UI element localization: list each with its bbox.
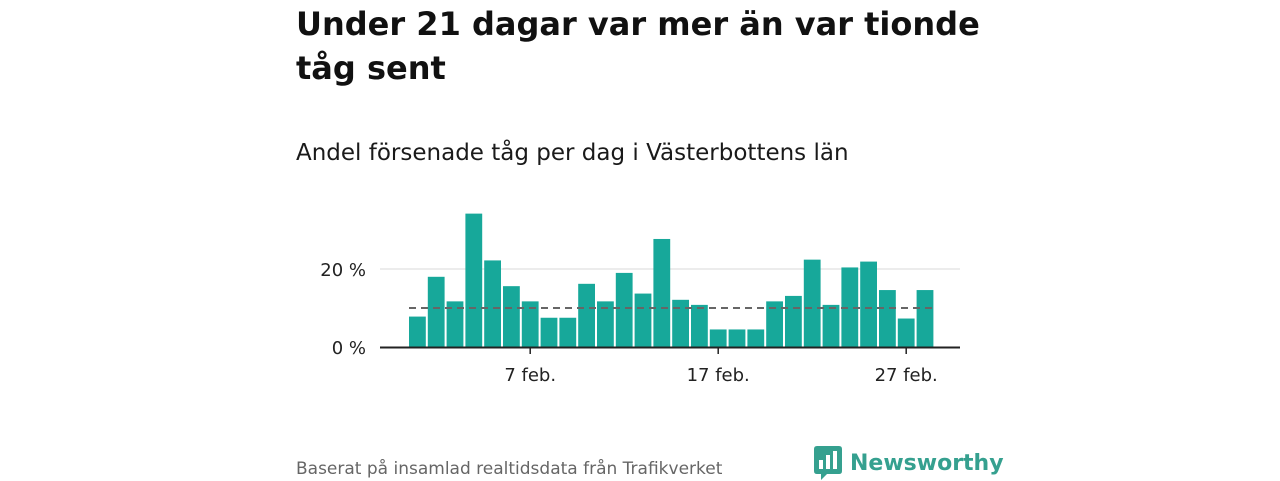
bar[interactable] [879, 290, 896, 347]
bar[interactable] [841, 267, 859, 347]
bar[interactable] [897, 318, 915, 347]
bar[interactable] [747, 329, 765, 347]
bar[interactable] [521, 301, 539, 347]
brand-name: Newsworthy [850, 450, 1004, 476]
y-tick-label: 20 % [320, 260, 366, 281]
bar[interactable] [540, 317, 558, 347]
bar[interactable] [691, 304, 708, 347]
bar[interactable] [465, 213, 483, 347]
bar[interactable] [409, 316, 426, 347]
bar[interactable] [653, 238, 671, 347]
bar[interactable] [634, 293, 652, 347]
chart-title: Under 21 dagar var mer än var tionde tåg… [296, 5, 980, 87]
bar[interactable] [766, 301, 783, 347]
x-tick-label: 7 feb. [504, 365, 556, 386]
bar[interactable] [578, 283, 595, 347]
bars [409, 213, 934, 347]
bar[interactable] [803, 259, 821, 347]
bar[interactable] [785, 295, 802, 347]
x-tick-label: 17 feb. [687, 365, 750, 386]
bar[interactable] [709, 329, 727, 347]
bar[interactable] [484, 260, 501, 347]
bar-chart: 0 % 20 % 7 feb. 17 feb. 27 feb. [320, 213, 960, 386]
y-tick-label: 0 % [332, 338, 366, 359]
bar-chart-logo-icon [814, 446, 842, 480]
bar[interactable] [728, 329, 746, 347]
bar[interactable] [860, 261, 877, 347]
bar[interactable] [503, 286, 520, 347]
bar[interactable] [446, 301, 464, 347]
bar[interactable] [615, 272, 633, 347]
x-tick-label: 27 feb. [875, 365, 938, 386]
source-note: Baserat på insamlad realtidsdata från Tr… [296, 459, 723, 479]
bar[interactable] [597, 301, 614, 347]
bar[interactable] [427, 276, 445, 347]
bar[interactable] [822, 304, 840, 347]
bar[interactable] [672, 299, 689, 347]
chart-subtitle: Andel försenade tåg per dag i Västerbott… [296, 140, 849, 166]
bar[interactable] [916, 290, 934, 347]
brand-logo[interactable]: Newsworthy [814, 446, 1004, 480]
axes: 0 % 20 % 7 feb. 17 feb. 27 feb. [320, 260, 960, 386]
bar[interactable] [559, 317, 577, 347]
